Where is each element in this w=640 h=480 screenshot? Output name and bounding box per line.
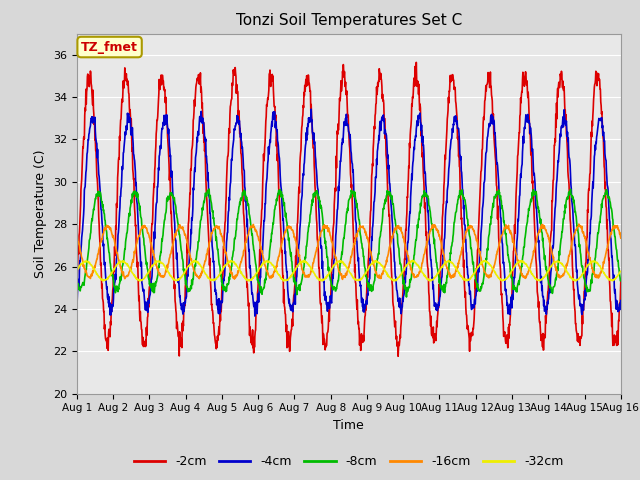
-2cm bbox=[394, 353, 402, 359]
Text: TZ_fmet: TZ_fmet bbox=[81, 40, 138, 54]
-4cm bbox=[617, 298, 625, 303]
Title: Tonzi Soil Temperatures Set C: Tonzi Soil Temperatures Set C bbox=[236, 13, 462, 28]
-4cm bbox=[505, 302, 513, 308]
-8cm bbox=[505, 257, 513, 263]
-32cm bbox=[180, 270, 188, 276]
-4cm bbox=[553, 178, 561, 183]
-2cm bbox=[255, 270, 262, 276]
Line: -2cm: -2cm bbox=[77, 62, 621, 356]
X-axis label: Time: Time bbox=[333, 419, 364, 432]
-8cm bbox=[205, 186, 213, 192]
-16cm bbox=[505, 222, 513, 228]
Y-axis label: Soil Temperature (C): Soil Temperature (C) bbox=[35, 149, 47, 278]
-16cm bbox=[73, 233, 81, 239]
-4cm bbox=[73, 296, 81, 302]
-32cm bbox=[255, 267, 262, 273]
-16cm bbox=[553, 266, 561, 272]
-4cm bbox=[180, 302, 188, 308]
-16cm bbox=[617, 235, 625, 241]
-2cm bbox=[194, 77, 202, 83]
-8cm bbox=[434, 267, 442, 273]
-4cm bbox=[255, 290, 263, 296]
Line: -4cm: -4cm bbox=[77, 109, 621, 316]
-8cm bbox=[617, 278, 625, 284]
-16cm bbox=[434, 228, 442, 233]
-2cm bbox=[180, 300, 188, 306]
-4cm bbox=[251, 313, 259, 319]
-32cm bbox=[505, 273, 513, 279]
-8cm bbox=[255, 279, 263, 285]
-8cm bbox=[553, 269, 561, 275]
-32cm bbox=[194, 259, 202, 264]
-4cm bbox=[434, 303, 442, 309]
-2cm bbox=[553, 116, 561, 121]
-4cm bbox=[194, 130, 202, 136]
-2cm bbox=[73, 276, 81, 281]
-16cm bbox=[339, 276, 346, 282]
-16cm bbox=[194, 274, 202, 280]
-8cm bbox=[180, 271, 188, 277]
Legend: -2cm, -4cm, -8cm, -16cm, -32cm: -2cm, -4cm, -8cm, -16cm, -32cm bbox=[129, 450, 568, 473]
-4cm bbox=[307, 106, 315, 112]
-8cm bbox=[403, 294, 410, 300]
-32cm bbox=[409, 257, 417, 263]
Line: -32cm: -32cm bbox=[77, 260, 621, 281]
Line: -16cm: -16cm bbox=[77, 224, 621, 279]
-8cm bbox=[194, 245, 202, 251]
-32cm bbox=[280, 278, 287, 284]
-32cm bbox=[617, 268, 625, 274]
-32cm bbox=[553, 259, 561, 264]
-16cm bbox=[255, 237, 262, 242]
-2cm bbox=[505, 336, 513, 341]
-32cm bbox=[73, 267, 81, 273]
-16cm bbox=[575, 221, 582, 227]
Line: -8cm: -8cm bbox=[77, 189, 621, 297]
-8cm bbox=[73, 279, 81, 285]
-32cm bbox=[434, 271, 442, 276]
-16cm bbox=[180, 231, 188, 237]
-2cm bbox=[617, 278, 625, 284]
-2cm bbox=[434, 311, 442, 316]
-2cm bbox=[412, 60, 420, 65]
